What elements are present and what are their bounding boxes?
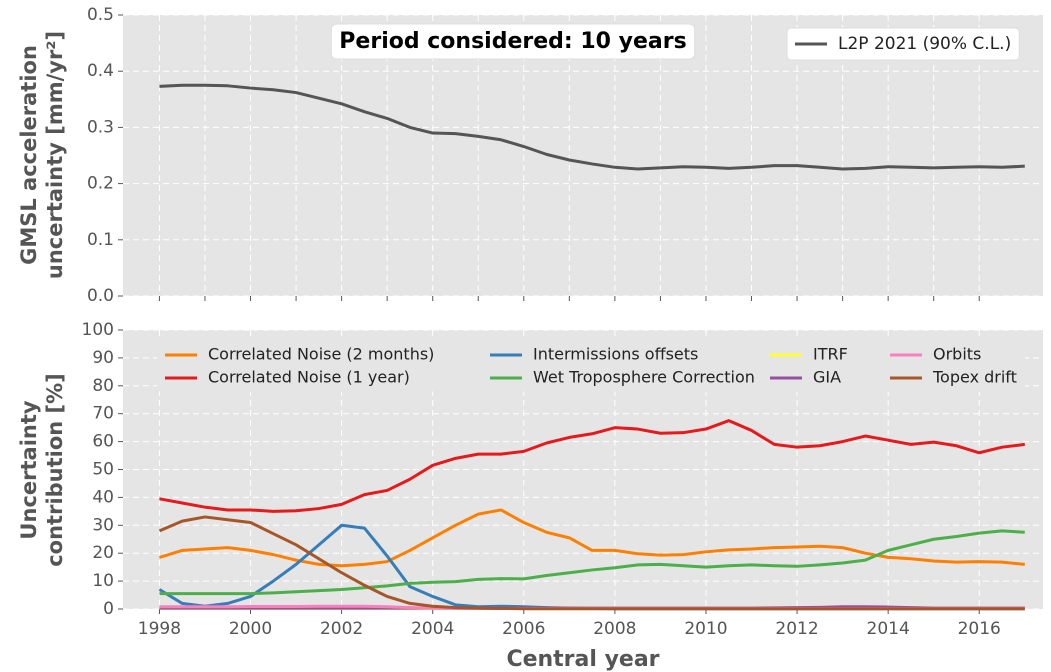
legend-label: ITRF xyxy=(813,345,848,364)
y-tick-label: 0.0 xyxy=(87,286,114,306)
legend-label: Orbits xyxy=(933,345,981,364)
y-tick-label: 70 xyxy=(92,404,114,424)
y-axis-label: Uncertainty xyxy=(17,400,41,539)
x-tick-label: 2012 xyxy=(775,619,818,639)
y-axis-label: contribution [%] xyxy=(43,373,67,567)
y-tick-label: 60 xyxy=(92,432,114,452)
y-tick-label: 0.2 xyxy=(87,174,114,194)
x-tick-label: 2002 xyxy=(320,619,363,639)
y-tick-label: 10 xyxy=(92,571,114,591)
y-tick-label: 0 xyxy=(103,599,114,619)
legend-label: Topex drift xyxy=(932,368,1017,387)
y-tick-label: 40 xyxy=(92,487,114,507)
x-tick-label: 2008 xyxy=(593,619,636,639)
legend: L2P 2021 (90% C.L.) xyxy=(786,27,1020,61)
y-axis-label: uncertainty [mm/yr²] xyxy=(43,31,67,279)
legend-label: Wet Troposphere Correction xyxy=(533,368,755,387)
series-line xyxy=(159,508,1025,568)
series-line xyxy=(158,515,1025,611)
x-tick-label: 2010 xyxy=(684,619,727,639)
x-tick-label: 2004 xyxy=(411,619,454,639)
y-tick-label: 0.1 xyxy=(87,230,114,250)
y-tick-label: 50 xyxy=(92,460,114,480)
y-tick-label: 20 xyxy=(92,543,114,563)
plot-area xyxy=(123,15,1043,296)
legend-label: L2P 2021 (90% C.L.) xyxy=(838,34,1011,54)
legend-box xyxy=(786,27,1020,61)
y-tick-label: 0.3 xyxy=(87,117,114,137)
annotation: Period considered: 10 years xyxy=(330,23,696,60)
series-line xyxy=(159,83,1025,171)
x-tick-label: 2000 xyxy=(229,619,272,639)
x-axis-label: Central year xyxy=(506,647,659,672)
legend: Correlated Noise (2 months) Correlated No… xyxy=(157,339,1025,392)
legend-label: Correlated Noise (1 year) xyxy=(208,368,410,387)
y-axis-label: GMSL acceleration xyxy=(17,45,41,265)
series-line xyxy=(159,529,1025,596)
x-tick-label: 2014 xyxy=(867,619,910,639)
legend-label: Intermissions offsets xyxy=(533,345,698,364)
y-tick-label: 0.5 xyxy=(87,5,114,25)
annotation-text: Period considered: 10 years xyxy=(339,29,686,54)
x-tick-label: 2006 xyxy=(502,619,545,639)
legend-label: GIA xyxy=(813,368,841,387)
y-tick-label: 30 xyxy=(92,515,114,535)
y-tick-label: 90 xyxy=(92,348,114,368)
legend-label: Correlated Noise (2 months) xyxy=(208,345,434,364)
y-tick-label: 0.4 xyxy=(87,61,114,81)
x-tick-label: 1998 xyxy=(138,619,181,639)
annotation-box xyxy=(330,23,696,60)
y-tick-label: 80 xyxy=(92,376,114,396)
x-tick-label: 2016 xyxy=(958,619,1001,639)
y-tick-label: 100 xyxy=(82,320,114,340)
series-line xyxy=(159,419,1025,513)
legend-box xyxy=(157,339,1025,392)
